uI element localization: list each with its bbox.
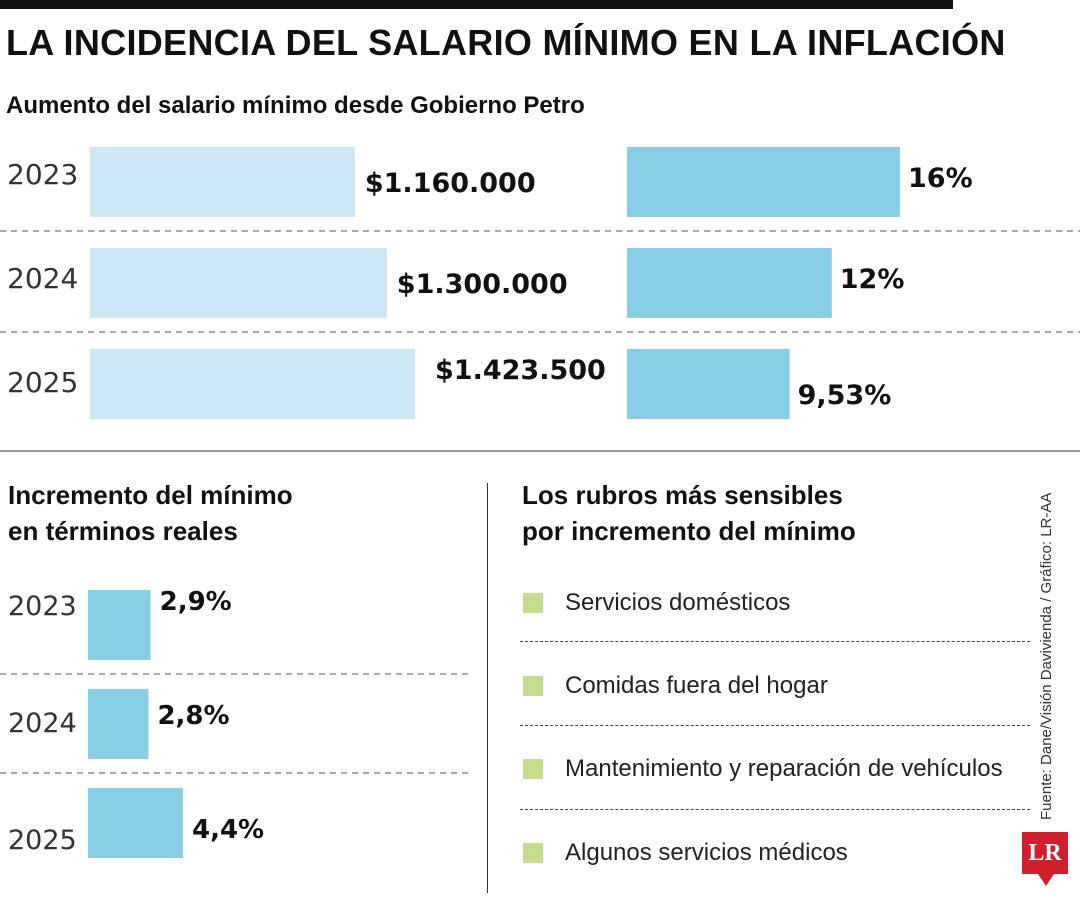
salary-value-label: $1.300.000: [397, 269, 568, 300]
source-credit: Fuente: Dane/Visión Daviviend​a / Gráfic…: [1038, 492, 1055, 820]
list-item: Algunos servicios médicos: [520, 828, 1030, 878]
chart-title-real: Incremento del mínimo en términos reales: [8, 477, 293, 549]
chart-title-real-line-2: en términos reales: [8, 516, 238, 546]
real-increase-bar: [88, 590, 151, 660]
chart-title-salary: Aumento del salario mínimo desde Gobiern…: [6, 92, 585, 119]
real-increase-value-label: 2,9%: [160, 587, 232, 617]
salary-chart: 2023 $1.160.000 16% 2024 $1.300.000 12% 2025 $1…: [0, 147, 1080, 419]
list-item-label: Comidas fuera del hogar: [565, 672, 828, 699]
square-bullet-icon: [523, 676, 543, 696]
year-label: 2023: [8, 591, 77, 622]
real-increase-value-label: 2,8%: [157, 701, 229, 731]
square-bullet-icon: [523, 593, 543, 613]
list-separator: [520, 809, 1030, 810]
salary-value-label: $1.160.000: [365, 168, 536, 199]
year-label: 2024: [8, 708, 77, 739]
rubros-title: Los rubros más sensibles por incremento …: [522, 477, 856, 549]
square-bullet-icon: [523, 759, 543, 779]
increase-value-label: 12%: [840, 264, 905, 295]
list-item: Comidas fuera del hogar: [520, 661, 1030, 711]
lr-logo-tail: [1038, 874, 1054, 886]
year-label: 2025: [7, 366, 78, 399]
salary-bar: [90, 147, 355, 217]
salary-bar: [90, 349, 415, 419]
increase-bar: [627, 147, 900, 217]
year-label: 2024: [7, 262, 78, 295]
list-item-label: Servicios domésticos: [565, 589, 791, 616]
salary-bar: [90, 248, 387, 318]
section-divider: [0, 450, 1080, 452]
list-item: Servicios domésticos: [520, 578, 1030, 628]
year-label: 2025: [8, 825, 77, 856]
salary-value-label: $1.423.500: [435, 355, 606, 386]
list-separator: [520, 641, 1030, 642]
square-bullet-icon: [523, 843, 543, 863]
real-increase-chart: 2023 2,9% 2024 2,8% 2025 4,4%: [0, 587, 472, 858]
real-increase-bar: [88, 788, 183, 858]
lr-logo: LR: [1022, 832, 1068, 874]
increase-value-label: 16%: [908, 163, 973, 194]
list-item-label: Mantenimiento y reparación de vehículos: [565, 755, 1003, 782]
column-divider: [487, 483, 488, 893]
list-item: Mantenimiento y reparación de vehículos: [520, 744, 1030, 794]
top-rule: [0, 0, 953, 9]
real-increase-bar: [88, 689, 149, 759]
page-title: LA INCIDENCIA DEL SALARIO MÍNIMO EN LA I…: [6, 22, 1006, 63]
increase-bar: [627, 349, 790, 419]
chart-title-real-line-1: Incremento del mínimo: [8, 480, 293, 510]
rubros-title-line-2: por incremento del mínimo: [522, 516, 856, 546]
increase-value-label: 9,53%: [798, 380, 892, 411]
increase-bar: [627, 248, 832, 318]
rubros-title-line-1: Los rubros más sensibles: [522, 480, 843, 510]
list-item-label: Algunos servicios médicos: [565, 839, 848, 866]
list-separator: [520, 725, 1030, 726]
year-label: 2023: [7, 158, 78, 191]
real-increase-value-label: 4,4%: [192, 815, 264, 845]
